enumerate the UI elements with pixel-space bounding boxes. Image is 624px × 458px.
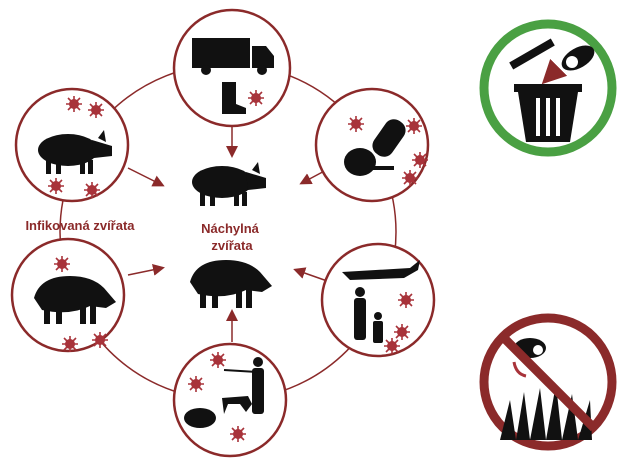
susceptible-label: Náchylná <box>201 221 260 236</box>
node-wild-boar <box>12 239 124 352</box>
dispose-sign <box>484 24 612 152</box>
infected-label: Infikovaná zvířata <box>25 218 135 233</box>
node-meat <box>316 89 428 201</box>
node-domestic-pig <box>16 89 128 201</box>
susceptible-boar <box>190 260 272 308</box>
susceptible-pig <box>192 162 266 206</box>
node-hunting <box>174 344 286 456</box>
node-transport <box>174 10 290 126</box>
no-dumping-sign <box>484 318 612 446</box>
node-travel <box>322 244 434 356</box>
susceptible-label: zvířata <box>211 238 253 253</box>
diagram: Infikovaná zvířata Náchylná zvířata <box>0 0 624 458</box>
